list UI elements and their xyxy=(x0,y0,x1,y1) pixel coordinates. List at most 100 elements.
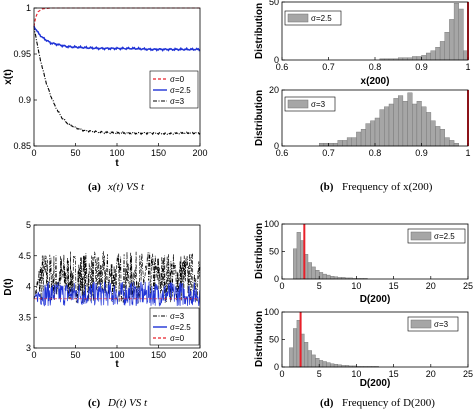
b2-xtick-label-0: 0.6 xyxy=(276,148,289,158)
caption-c: (c) D(t) VS t xyxy=(88,397,148,409)
panel-c-legend: σ=3 σ=2.5 σ=0 xyxy=(149,307,200,346)
caption-a: (a) x(t) VS t xyxy=(88,181,145,193)
d2-bar-6 xyxy=(311,354,316,368)
b2-bar-9 xyxy=(360,128,367,147)
panel-b-bottom-plot-area xyxy=(319,90,469,147)
panel-d-bottom-legend-swatch xyxy=(410,319,432,329)
b1-bar-9 xyxy=(416,56,422,61)
b1-bar-17 xyxy=(453,3,459,61)
panel-d-top-ylabel: Distribution xyxy=(254,223,265,279)
caption-b: (b) Frequency of x(200) xyxy=(320,181,433,193)
panel-b-top-legend-label: σ=2.5 xyxy=(311,14,332,23)
b1-xtick-label-4: 1 xyxy=(465,62,470,72)
d1-xtick-label-1: 5 xyxy=(317,281,322,291)
d1-xtick-label-5: 25 xyxy=(463,281,473,291)
panel-b-top: 0.6 0.7 0.8 0.9 1 0 50 x(200) Distribution σ=2… xyxy=(254,0,471,87)
caption-a-text: x(t) VS t xyxy=(107,181,145,193)
panel-a-series-0 xyxy=(33,7,200,27)
d1-xtick-label-2: 10 xyxy=(351,281,361,291)
panel-d-bottom-ylabel: Distribution xyxy=(254,311,265,367)
caption-d-text: Frequency of D(200) xyxy=(342,397,435,409)
a-xtick-label-0: 0 xyxy=(31,148,36,158)
caption-a-label: (a) xyxy=(88,181,101,193)
panel-b-bottom-legend-label: σ=3 xyxy=(311,100,326,109)
panel-a: 0 50 100 150 200 0.85 0.9 0.95 1 t x(t) σ=0 σ=2.… xyxy=(3,3,208,169)
panel-b-bottom-ylabel: Distribution xyxy=(254,90,265,146)
d2-xtick-label-2: 10 xyxy=(351,369,361,379)
b2-bar-22 xyxy=(421,106,427,147)
d1-bar-5 xyxy=(311,266,316,280)
d1-xtick-label-4: 20 xyxy=(426,281,436,291)
b2-bar-17 xyxy=(398,95,404,147)
d2-bar-0 xyxy=(289,347,294,368)
b2-bar-25 xyxy=(435,126,441,147)
b2-bar-15 xyxy=(388,103,394,147)
panel-c-legend-label-0: σ=3 xyxy=(170,312,185,321)
b2-xtick-label-1: 0.7 xyxy=(322,148,335,158)
d1-xtick-label-3: 15 xyxy=(389,281,399,291)
panel-a-xlabel: t xyxy=(115,158,119,169)
panel-a-legend-label-0: σ=0 xyxy=(170,75,185,84)
panel-d-bottom-plot-area xyxy=(289,312,379,368)
caption-c-label: (c) xyxy=(88,397,101,409)
b1-xtick-label-0: 0.6 xyxy=(276,62,289,72)
panel-d-top-legend: σ=2.5 xyxy=(407,228,466,244)
panel-d-bottom: 0 5 10 15 20 25 0 50 100 D(200) Distribution σ=3 xyxy=(254,307,473,389)
b2-xtick-label-2: 0.8 xyxy=(369,148,382,158)
b2-bar-10 xyxy=(365,123,371,147)
d2-bar-4 xyxy=(304,342,309,368)
b2-bar-16 xyxy=(393,98,399,147)
b2-bar-4 xyxy=(337,140,343,147)
b1-bar-10 xyxy=(421,55,427,61)
b2-bar-18 xyxy=(402,100,408,147)
panel-b-top-plot-area xyxy=(379,2,469,61)
c-xtick-label-3: 150 xyxy=(151,350,166,360)
b1-bar-16 xyxy=(449,19,455,61)
b2-bar-7 xyxy=(351,137,357,147)
panel-a-legend-label-2: σ=3 xyxy=(170,97,185,106)
panel-d-top: 0 5 10 15 20 25 0 50 100 D(200) Distribution σ=2… xyxy=(254,219,473,305)
d2-xtick-label-5: 25 xyxy=(463,369,473,379)
c-xtick-label-0: 0 xyxy=(31,350,36,360)
panel-b-bottom-legend: σ=3 xyxy=(284,96,336,112)
panel-b-top-legend: σ=2.5 xyxy=(284,10,342,26)
panel-d-bottom-xlabel: D(200) xyxy=(360,378,391,389)
b2-ytick-label-0: 0 xyxy=(274,141,279,151)
panel-c-legend-label-1: σ=2.5 xyxy=(170,323,191,332)
b2-bar-27 xyxy=(444,137,450,147)
c-xtick-label-4: 200 xyxy=(192,350,207,360)
a-xtick-label-3: 150 xyxy=(151,148,166,158)
b2-ytick-label-1: 20 xyxy=(269,85,279,95)
d1-bar-7 xyxy=(319,272,324,280)
panel-b-top-xlabel: x(200) xyxy=(361,76,390,87)
panel-c-series-0 xyxy=(33,250,201,304)
b1-ytick-label-1: 50 xyxy=(269,0,279,7)
a-ytick-label-1: 0.9 xyxy=(18,95,31,105)
c-xtick-label-2: 100 xyxy=(109,350,124,360)
panel-c-ylabel: D(t) xyxy=(3,278,14,295)
panel-b-top-ticks: 0.6 0.7 0.8 0.9 1 0 50 xyxy=(269,0,471,72)
d2-bar-5 xyxy=(307,350,312,368)
a-ytick-label-0: 0.85 xyxy=(13,141,31,151)
b2-bar-20 xyxy=(412,103,418,147)
b1-xtick-label-3: 0.9 xyxy=(415,62,428,72)
panel-a-ylabel: x(t) xyxy=(3,69,14,85)
b2-bar-29 xyxy=(453,142,459,147)
panel-c-plot-area xyxy=(33,250,201,307)
d2-xtick-label-1: 5 xyxy=(317,369,322,379)
b1-bar-14 xyxy=(439,41,445,61)
d2-bar-7 xyxy=(315,358,320,368)
panel-c: 0 50 100 150 200 3 3.5 4 4.5 5 t D(t) σ=3 σ=2.5 σ… xyxy=(3,220,208,370)
b1-bar-13 xyxy=(435,47,441,61)
d2-bar-11 xyxy=(330,363,335,368)
a-xtick-label-1: 50 xyxy=(70,148,80,158)
panel-c-xlabel: t xyxy=(115,359,119,370)
b1-xtick-label-2: 0.8 xyxy=(369,62,382,72)
c-ytick-label-3: 4.5 xyxy=(18,251,31,261)
d2-ytick-label-1: 50 xyxy=(269,335,279,345)
b1-bar-15 xyxy=(444,32,450,61)
panel-b-top-legend-swatch xyxy=(287,13,309,23)
panel-d-bottom-legend-label: σ=3 xyxy=(434,320,449,329)
d1-bar-1 xyxy=(296,232,301,280)
